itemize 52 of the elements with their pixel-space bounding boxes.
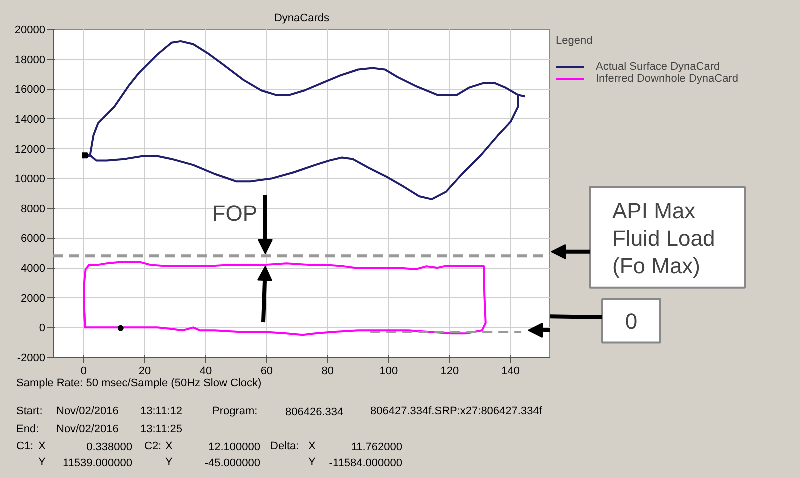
text: Start: <box>16 406 43 418</box>
text: Y <box>308 456 316 468</box>
text: End: <box>16 424 40 436</box>
text: X <box>166 440 174 452</box>
x-tick-label: 20 <box>138 366 152 378</box>
x-tick-label: 100 <box>380 366 398 378</box>
x-tick-label: 60 <box>260 366 274 378</box>
text: Y <box>166 456 174 468</box>
chart-title: DynaCards <box>274 12 330 24</box>
y-tick-label: 4000 <box>21 263 46 276</box>
text: -11584.000000 <box>329 458 403 470</box>
text: 11.762000 <box>351 442 403 454</box>
y-tick-label: 20000 <box>14 24 46 36</box>
text: 806426.334 <box>286 406 344 418</box>
text: 13:11:12 <box>140 406 183 418</box>
text: 806427.334f.SRP:x27:806427.334f <box>370 406 544 418</box>
text: Nov/02/2016 <box>56 424 119 436</box>
y-tick-label: 14000 <box>14 114 46 126</box>
text: Delta: <box>270 440 300 452</box>
y-tick-label: -2000 <box>17 352 46 364</box>
text: 11539.000000 <box>62 458 133 470</box>
annotation: FOP <box>212 201 258 226</box>
text: 0.338000 <box>86 442 133 454</box>
y-tick-label: 10000 <box>14 174 46 186</box>
y-tick-label: 2000 <box>21 292 46 305</box>
text: X <box>38 440 46 452</box>
y-tick-label: 0 <box>39 322 46 335</box>
ref-line-label: API Max Fluid Load (Fo Max) <box>612 198 716 278</box>
text: Program: <box>212 406 258 418</box>
text: C2: <box>144 440 162 452</box>
text: 13:11:25 <box>140 424 183 436</box>
text: C1: <box>16 440 34 452</box>
x-tick-label: 0 <box>80 366 88 378</box>
y-tick-label: 8000 <box>21 203 46 216</box>
text: 0 <box>625 308 638 334</box>
x-tick-label: 120 <box>440 366 460 378</box>
legend-title: Legend <box>556 35 594 47</box>
text: Y <box>38 456 46 468</box>
text: X <box>308 440 316 452</box>
x-tick-label: 140 <box>502 366 520 378</box>
y-tick-label: 12000 <box>14 144 46 156</box>
y-tick-label: 18000 <box>14 54 46 66</box>
x-tick-label: 80 <box>322 366 334 378</box>
y-tick-label: 16000 <box>14 84 46 96</box>
legend-label: Inferred Downhole DynaCard <box>596 73 738 85</box>
y-tick-label: 6000 <box>21 233 46 246</box>
text: 12.100000 <box>208 442 260 454</box>
text: -45.000000 <box>204 458 261 470</box>
text: Sample Rate: 50 msec/Sample (50Hz Slow Clock) <box>16 378 262 390</box>
text: Nov/02/2016 <box>56 406 119 418</box>
x-tick-label: 40 <box>200 366 212 378</box>
legend-label: Actual Surface DynaCard <box>596 61 720 73</box>
